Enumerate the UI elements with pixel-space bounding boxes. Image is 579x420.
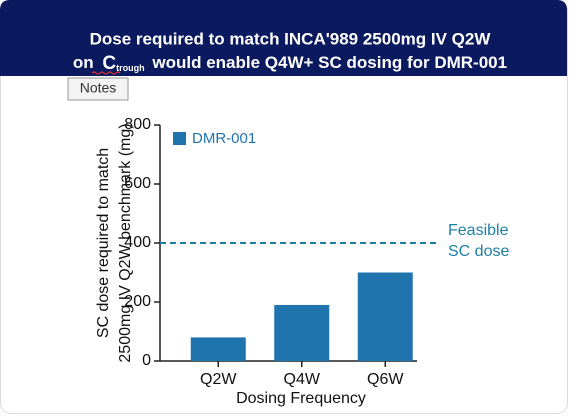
spell-underline bbox=[91, 71, 121, 75]
legend-label: DMR-001 bbox=[192, 130, 256, 147]
bar bbox=[190, 337, 246, 361]
y-tick-label: 200 bbox=[124, 293, 151, 310]
x-axis-label: Dosing Frequency bbox=[236, 390, 366, 407]
y-tick-label: 400 bbox=[124, 234, 151, 251]
legend-swatch bbox=[173, 132, 186, 145]
title-line-1: Dose required to match INCA'989 2500mg I… bbox=[90, 29, 492, 48]
tooltip: Notes bbox=[80, 80, 117, 96]
y-tick-label: 600 bbox=[124, 175, 151, 192]
title-subscript: trough bbox=[116, 63, 145, 73]
x-tick-label: Q4W bbox=[284, 371, 321, 388]
reference-label: SC dose bbox=[448, 243, 509, 260]
bar bbox=[357, 272, 413, 361]
y-tick-label: 800 bbox=[124, 116, 151, 133]
title-symbol: C bbox=[102, 53, 116, 74]
title-line-2: on Ctrough would enable Q4W+ SC dosing f… bbox=[73, 53, 507, 77]
y-axis-label: 2500mg IV Q2W benchmark (mg) bbox=[117, 123, 134, 362]
title-text: would enable Q4W+ SC dosing for DMR-001 bbox=[151, 53, 507, 72]
x-tick-label: Q2W bbox=[200, 371, 237, 388]
header-band bbox=[0, 0, 567, 76]
title-text: on bbox=[73, 53, 94, 72]
tooltip-box bbox=[67, 77, 129, 101]
x-tick-label: Q6W bbox=[367, 371, 404, 388]
reference-label: Feasible bbox=[448, 222, 509, 239]
y-tick-label: 0 bbox=[142, 352, 151, 369]
y-axis-label: SC dose required to match bbox=[95, 148, 112, 338]
bar bbox=[274, 304, 330, 361]
